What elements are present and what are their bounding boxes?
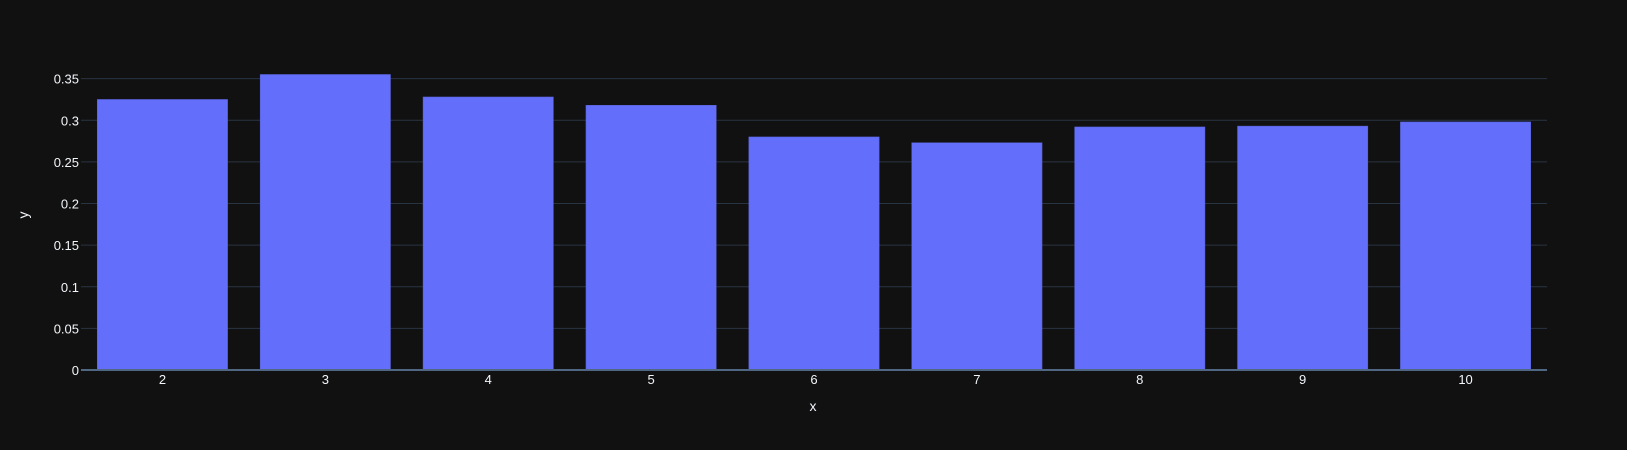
bar[interactable] <box>748 136 880 371</box>
x-tick-label: 6 <box>810 372 817 387</box>
y-axis-title: y <box>15 212 31 219</box>
y-tick-labels: 0 0.05 0.1 0.15 0.2 0.25 0.3 0.35 <box>54 72 79 378</box>
y-tick-label: 0.25 <box>54 155 79 170</box>
y-tick-label: 0.1 <box>61 280 79 295</box>
bar[interactable] <box>97 99 228 371</box>
x-tick-label: 10 <box>1458 372 1472 387</box>
bars <box>97 74 1531 371</box>
x-axis-title: x <box>810 398 817 414</box>
bar[interactable] <box>911 142 1043 371</box>
x-tick-label: 3 <box>322 372 329 387</box>
x-tick-label: 8 <box>1136 372 1143 387</box>
x-tick-label: 5 <box>647 372 654 387</box>
y-tick-label: 0 <box>72 363 79 378</box>
x-tick-label: 7 <box>973 372 980 387</box>
bar[interactable] <box>1400 121 1531 371</box>
bar[interactable] <box>422 96 554 371</box>
y-tick-label: 0.15 <box>54 238 79 253</box>
y-tick-label: 0.05 <box>54 321 79 336</box>
bar[interactable] <box>259 74 391 371</box>
bar[interactable] <box>1237 125 1369 371</box>
y-tick-label: 0.2 <box>61 197 79 212</box>
x-tick-label: 2 <box>159 372 166 387</box>
x-tick-label: 4 <box>485 372 492 387</box>
x-tick-labels: 2 3 4 5 6 7 8 9 10 <box>159 372 1473 387</box>
bar[interactable] <box>1074 126 1206 371</box>
y-tick-label: 0.3 <box>61 113 79 128</box>
x-tick-label: 9 <box>1299 372 1306 387</box>
y-tick-label: 0.35 <box>54 72 79 87</box>
bar[interactable] <box>585 105 717 371</box>
